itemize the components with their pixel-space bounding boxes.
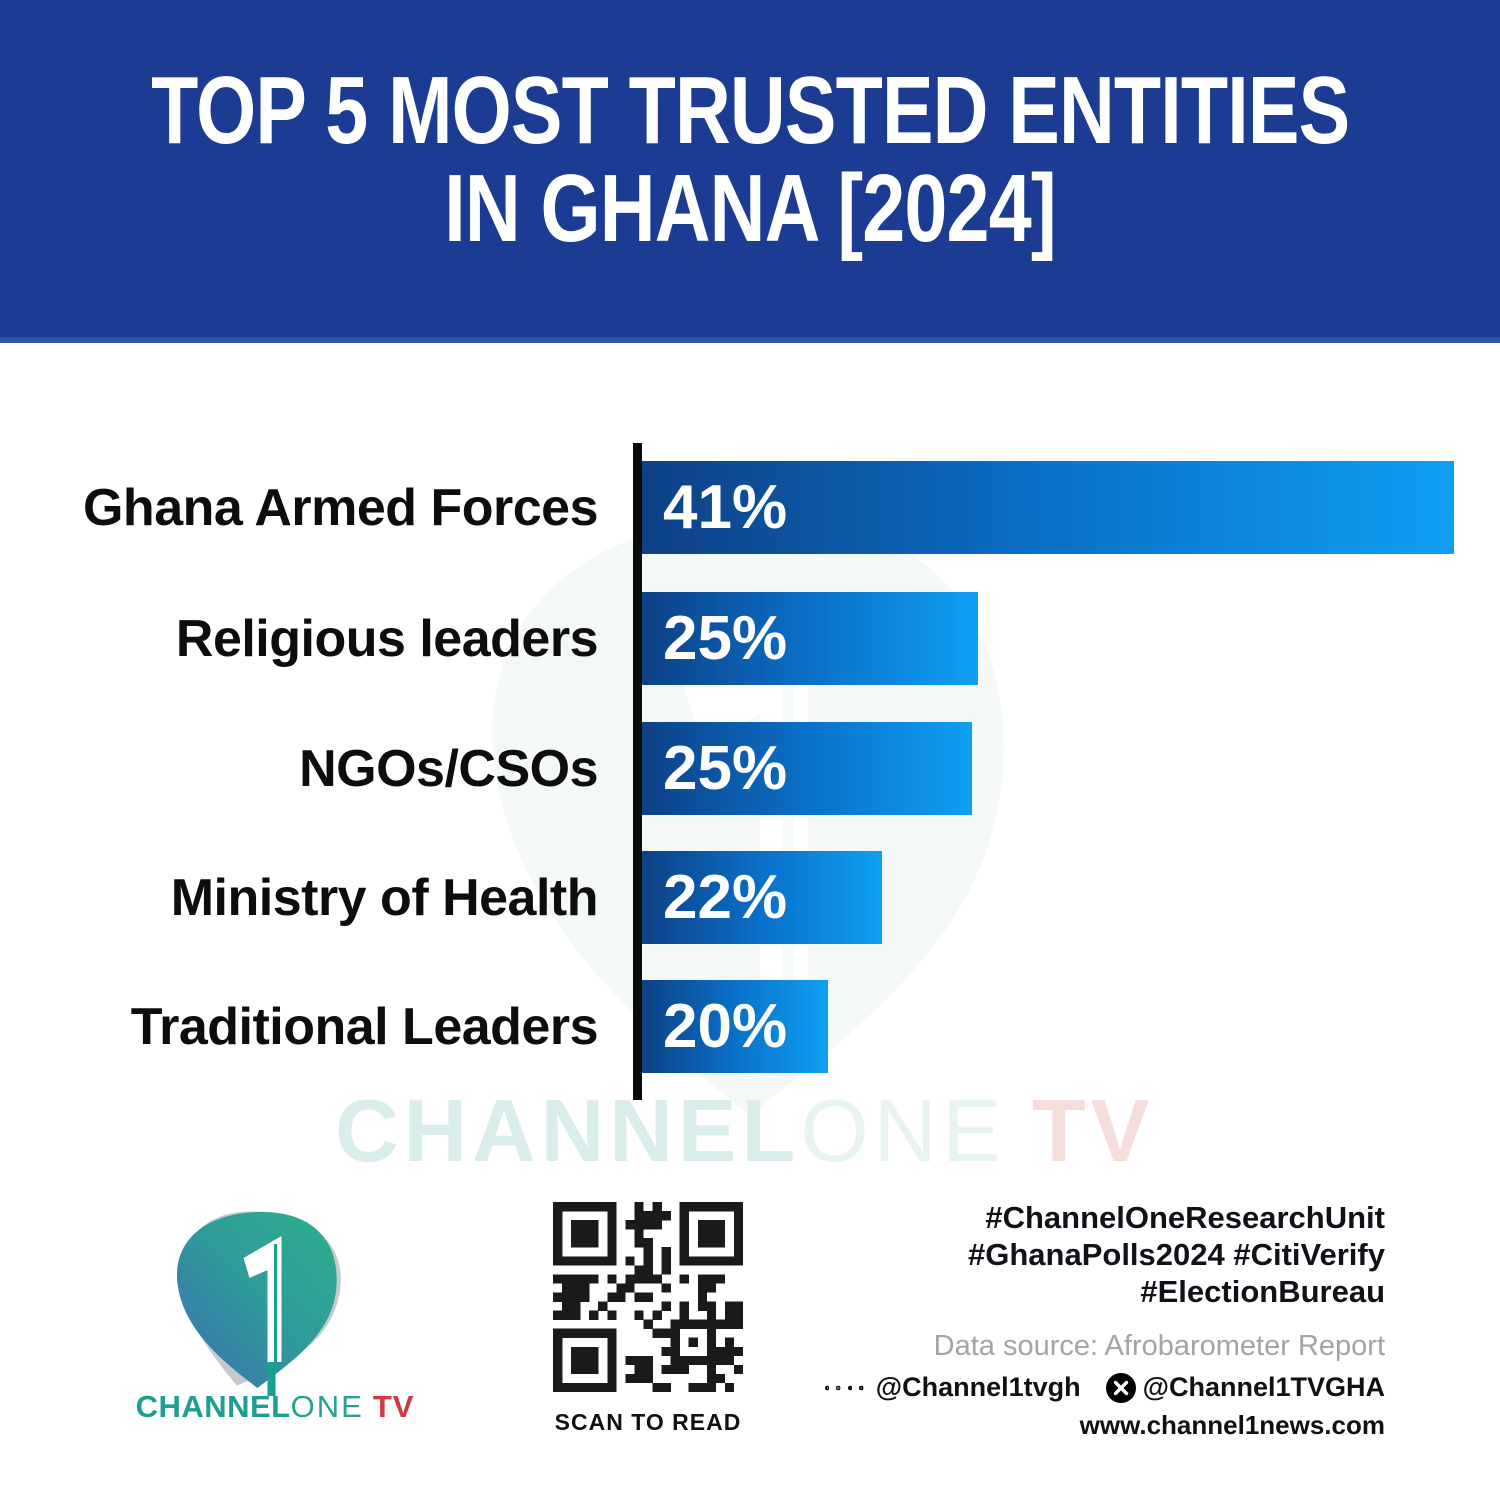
hashtag-line-2: #GhanaPolls2024 #CitiVerify — [968, 1237, 1385, 1272]
data-source-text: Data source: Afrobarometer Report — [933, 1330, 1385, 1362]
watermark-channel: CHANNEL — [335, 1081, 801, 1180]
category-label: Ministry of Health — [170, 868, 599, 927]
bar: 25% — [642, 592, 978, 685]
instagram-icon — [836, 1385, 841, 1390]
chart-axis-line — [633, 443, 642, 1100]
tiktok-icon: ♪ — [847, 1385, 853, 1390]
bar-value-label: 41% — [663, 473, 788, 542]
bar-value-label: 25% — [663, 734, 788, 803]
website-url: www.channel1news.com — [1079, 1410, 1385, 1440]
hashtag-line-1: #ChannelOneResearchUnit — [985, 1200, 1385, 1235]
category-label: Religious leaders — [175, 609, 599, 668]
wordmark-tv: TV — [372, 1389, 415, 1424]
bar: 41% — [642, 461, 1454, 554]
hashtag-line-3: #ElectionBureau — [1140, 1274, 1385, 1309]
page-title-line1: TOP 5 MOST TRUSTED ENTITIES — [150, 57, 1350, 165]
header-banner: TOP 5 MOST TRUSTED ENTITIES IN GHANA [20… — [0, 0, 1500, 343]
page-title-line2: IN GHANA [2024] — [444, 155, 1056, 263]
logo-wordmark: CHANNELONE TV — [130, 1390, 420, 1424]
category-label: NGOs/CSOs — [299, 739, 598, 798]
logo-plectrum — [176, 1211, 337, 1388]
bar: 25% — [642, 722, 972, 815]
facebook-icon: f — [825, 1385, 830, 1390]
x-icon — [1105, 1372, 1136, 1403]
qr-code — [553, 1202, 744, 1393]
qr-caption: SCAN TO READ — [554, 1409, 742, 1435]
logo-numeral-1 — [243, 1236, 282, 1362]
watermark-tv: TV — [1031, 1081, 1155, 1180]
wordmark-one: ONE — [290, 1389, 364, 1424]
category-label: Traditional Leaders — [130, 997, 599, 1056]
watermark-one: ONE — [800, 1081, 1006, 1180]
social-handle-x: @Channel1TVGHA — [1142, 1372, 1385, 1402]
bar: 22% — [642, 851, 882, 944]
youtube-icon — [859, 1385, 864, 1390]
bar: 20% — [642, 980, 828, 1073]
social-row: f ♪ @Channel1tvgh — [825, 1372, 1385, 1403]
svg-text:f: f — [827, 1386, 828, 1390]
watermark-text: CHANNELONE TV — [335, 1085, 1154, 1177]
wordmark-channel: CHANNEL — [135, 1389, 291, 1424]
bar-value-label: 20% — [663, 992, 788, 1061]
social-handle-main: @Channel1tvgh — [875, 1372, 1081, 1402]
svg-text:♪: ♪ — [849, 1386, 851, 1389]
footer-right-column: #ChannelOneResearchUnit #GhanaPolls2024 … — [825, 1199, 1385, 1441]
bar-value-label: 25% — [663, 604, 788, 673]
bar-value-label: 22% — [663, 863, 788, 932]
channel-one-logo — [176, 1211, 341, 1396]
category-label: Ghana Armed Forces — [82, 478, 599, 537]
